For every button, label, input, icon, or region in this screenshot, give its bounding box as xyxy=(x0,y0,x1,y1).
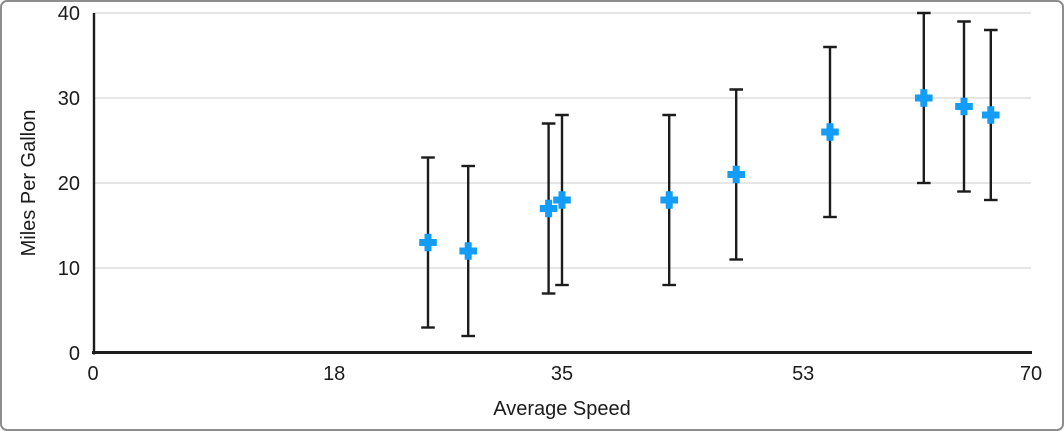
data-point[interactable] xyxy=(539,122,558,295)
x-tick-label: 0 xyxy=(87,363,98,385)
plus-marker xyxy=(539,199,558,218)
plus-marker xyxy=(982,106,1000,124)
plus-marker xyxy=(419,233,437,252)
y-axis-title: Miles Per Gallon xyxy=(18,110,40,257)
plus-marker xyxy=(553,191,571,209)
plus-marker xyxy=(660,191,678,209)
data-point[interactable] xyxy=(727,88,745,261)
y-tick-label: 30 xyxy=(58,88,80,110)
y-tick-label: 10 xyxy=(58,258,80,280)
data-point[interactable] xyxy=(553,113,571,287)
data-point[interactable] xyxy=(955,20,973,193)
x-tick-label: 70 xyxy=(1020,363,1042,385)
data-point[interactable] xyxy=(982,28,1000,202)
plus-marker xyxy=(915,89,933,107)
data-point[interactable] xyxy=(821,45,839,219)
x-tick-label: 18 xyxy=(323,363,345,385)
y-tick-label: 20 xyxy=(58,173,80,195)
plus-marker xyxy=(955,97,973,116)
data-point[interactable] xyxy=(660,113,678,287)
x-tick-label: 35 xyxy=(551,363,573,385)
data-point[interactable] xyxy=(419,156,437,329)
x-axis-title: Average Speed xyxy=(493,398,631,420)
plus-marker xyxy=(459,242,477,260)
x-tick-label: 53 xyxy=(792,363,814,385)
plus-marker xyxy=(727,165,745,184)
y-tick-label: 0 xyxy=(69,343,80,365)
data-point[interactable] xyxy=(915,11,933,185)
y-tick-label: 40 xyxy=(58,3,80,25)
plus-marker xyxy=(821,123,839,141)
data-point[interactable] xyxy=(459,164,477,338)
